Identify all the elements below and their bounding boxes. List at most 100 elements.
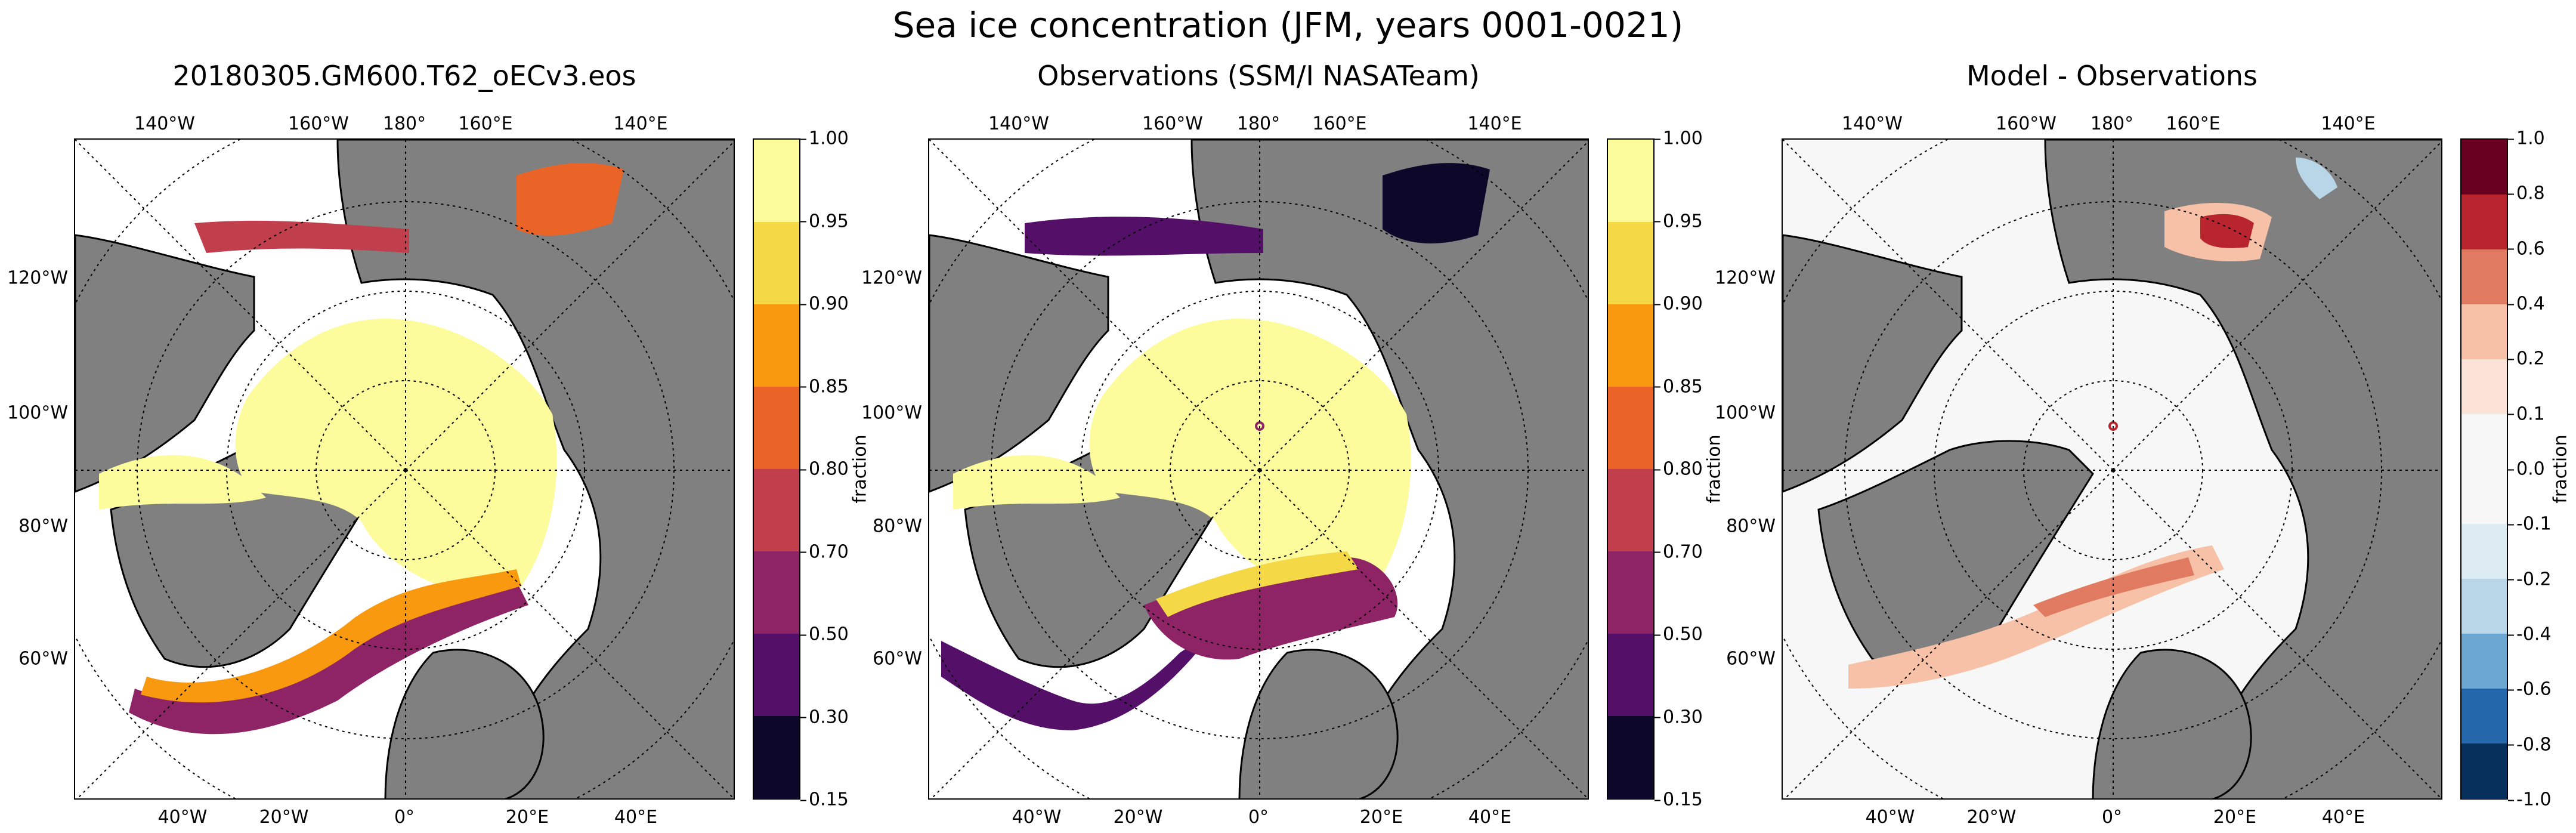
lon-label-top: 140°E bbox=[2321, 113, 2376, 134]
colorbar-segment bbox=[754, 304, 799, 387]
lon-label-bottom: 40°W bbox=[1012, 807, 1062, 828]
colorbar-tick-label: 0.70 bbox=[1655, 541, 1703, 562]
colorbar-segment bbox=[2461, 414, 2507, 470]
colorbar bbox=[2460, 138, 2508, 800]
colorbar-segment bbox=[2461, 195, 2507, 250]
colorbar-segment bbox=[754, 551, 799, 634]
lon-label-bottom: 20°E bbox=[1359, 807, 1403, 828]
colorbar-tick-label: 0.85 bbox=[800, 376, 849, 397]
colorbar-tick-label: 0.6 bbox=[2508, 238, 2545, 260]
lon-label-bottom: 0° bbox=[394, 807, 415, 828]
lon-label-bottom: 20°W bbox=[1966, 807, 2017, 828]
colorbar-segment bbox=[2461, 359, 2507, 415]
lon-label-bottom: 40°E bbox=[614, 807, 658, 828]
colorbar-segment bbox=[754, 222, 799, 305]
colorbar-segment bbox=[2461, 469, 2507, 525]
colorbar-tick-label: 0.8 bbox=[2508, 183, 2545, 204]
panel-title-observations: Observations (SSM/I NASATeam) bbox=[1037, 60, 1480, 92]
colorbar-tick-label: 0.95 bbox=[1655, 211, 1703, 232]
lon-label-bottom: 20°W bbox=[1113, 807, 1163, 828]
lon-label-top: 140°E bbox=[1467, 113, 1522, 134]
colorbar-segment bbox=[1608, 469, 1653, 552]
lon-label-top: 160°W bbox=[1996, 113, 2057, 134]
colorbar-tick-label: -0.6 bbox=[2508, 678, 2552, 700]
lon-label-bottom: 0° bbox=[1248, 807, 1269, 828]
lon-label-bottom: 40°W bbox=[1865, 807, 1915, 828]
lon-label-bottom: 40°E bbox=[1468, 807, 1512, 828]
colorbar-segment bbox=[1608, 387, 1653, 470]
colorbar-segment bbox=[754, 634, 799, 717]
colorbar-label: fraction bbox=[849, 434, 871, 504]
colorbar-tick-label: 0.1 bbox=[2508, 403, 2545, 425]
lat-label-left: 60°W bbox=[1726, 648, 1776, 670]
lon-label-top: 160°E bbox=[458, 113, 513, 134]
colorbar-tick-label: 0.50 bbox=[1655, 624, 1703, 645]
colorbar-tick-label: 1.00 bbox=[800, 128, 849, 149]
lon-label-top: 140°W bbox=[1842, 113, 1903, 134]
lat-label-left: 60°W bbox=[18, 648, 68, 670]
lon-label-top: 180° bbox=[1236, 113, 1281, 134]
colorbar-segment bbox=[2461, 524, 2507, 579]
colorbar-segment bbox=[2461, 249, 2507, 305]
colorbar-tick-label: 0.30 bbox=[1655, 706, 1703, 727]
lat-label-left: 100°W bbox=[7, 402, 68, 424]
lat-label-left: 80°W bbox=[18, 516, 68, 537]
lon-label-bottom: 40°E bbox=[2321, 807, 2365, 828]
colorbar-segment bbox=[754, 140, 799, 223]
colorbar-tick-label: 1.0 bbox=[2508, 128, 2545, 149]
colorbar-label: fraction bbox=[2550, 434, 2571, 504]
colorbar-segment bbox=[754, 469, 799, 552]
colorbar-segment bbox=[1608, 634, 1653, 717]
colorbar bbox=[1607, 138, 1655, 800]
colorbar bbox=[753, 138, 800, 800]
colorbar-tick-label: -0.8 bbox=[2508, 734, 2552, 755]
colorbar-tick-label: 0.15 bbox=[800, 789, 849, 810]
colorbar-tick-label: 0.90 bbox=[800, 293, 849, 314]
lon-label-top: 160°E bbox=[2166, 113, 2221, 134]
lon-label-bottom: 20°W bbox=[259, 807, 309, 828]
colorbar-segment bbox=[2461, 689, 2507, 744]
map-panel-model[interactable] bbox=[74, 138, 735, 800]
lon-label-top: 140°W bbox=[988, 113, 1049, 134]
colorbar-segment bbox=[1608, 716, 1653, 799]
colorbar-segment bbox=[1608, 551, 1653, 634]
colorbar-tick-label: 0.95 bbox=[800, 211, 849, 232]
lon-label-bottom: 20°E bbox=[505, 807, 549, 828]
colorbar-tick-label: 0.0 bbox=[2508, 458, 2545, 480]
colorbar-tick-label: -1.0 bbox=[2508, 789, 2552, 810]
colorbar-tick-label: 0.4 bbox=[2508, 293, 2545, 314]
colorbar-segment bbox=[2461, 304, 2507, 360]
panel-title-difference: Model - Observations bbox=[1966, 60, 2258, 92]
lon-label-bottom: 20°E bbox=[2213, 807, 2257, 828]
lon-label-top: 160°W bbox=[288, 113, 349, 134]
lon-label-top: 140°E bbox=[613, 113, 668, 134]
lat-label-left: 80°W bbox=[1726, 516, 1776, 537]
colorbar-tick-label: 1.00 bbox=[1655, 128, 1703, 149]
lon-label-bottom: 0° bbox=[2101, 807, 2123, 828]
colorbar-tick-label: 0.30 bbox=[800, 706, 849, 727]
colorbar-tick-label: 0.2 bbox=[2508, 348, 2545, 369]
colorbar-tick-label: -0.4 bbox=[2508, 624, 2552, 645]
colorbar-tick-label: 0.85 bbox=[1655, 376, 1703, 397]
colorbar-tick-label: 0.15 bbox=[1655, 789, 1703, 810]
figure-title: Sea ice concentration (JFM, years 0001-0… bbox=[892, 5, 1684, 45]
colorbar-tick-label: 0.80 bbox=[1655, 458, 1703, 480]
lat-label-left: 120°W bbox=[861, 267, 922, 289]
colorbar-segment bbox=[1608, 222, 1653, 305]
colorbar-tick-label: 0.80 bbox=[800, 458, 849, 480]
colorbar-label: fraction bbox=[1703, 434, 1725, 504]
map-panel-difference[interactable] bbox=[1782, 138, 2442, 800]
colorbar-segment bbox=[754, 716, 799, 799]
panel-title-model: 20180305.GM600.T62_oECv3.eos bbox=[172, 60, 636, 92]
lat-label-left: 60°W bbox=[873, 648, 922, 670]
colorbar-segment bbox=[2461, 579, 2507, 634]
lon-label-top: 160°W bbox=[1142, 113, 1203, 134]
map-panel-observations[interactable] bbox=[928, 138, 1589, 800]
lon-label-top: 140°W bbox=[134, 113, 195, 134]
colorbar-segment bbox=[2461, 140, 2507, 195]
lat-label-left: 100°W bbox=[1715, 402, 1776, 424]
lon-label-top: 180° bbox=[2090, 113, 2134, 134]
lon-label-bottom: 40°W bbox=[157, 807, 208, 828]
lat-label-left: 100°W bbox=[861, 402, 922, 424]
colorbar-tick-label: 0.50 bbox=[800, 624, 849, 645]
